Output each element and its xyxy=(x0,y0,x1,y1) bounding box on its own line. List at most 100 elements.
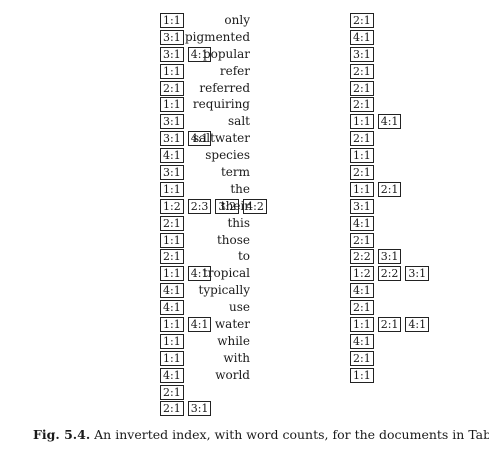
postings-list: 2:1 xyxy=(350,97,374,113)
posting-box: 4:1 xyxy=(187,131,212,147)
postings-list: 1:1 xyxy=(350,148,374,164)
postings-list: 3:1 4:1 xyxy=(160,46,212,62)
posting-box: 2:1 xyxy=(160,215,184,231)
posting-box: 2:1 xyxy=(160,249,184,265)
index-term: requiring xyxy=(192,97,250,112)
posting-box: 2:1 xyxy=(350,131,374,147)
postings-list: 4:1 xyxy=(160,148,184,164)
postings-list: 3:1 xyxy=(350,46,374,62)
posting-box: 3:1 xyxy=(377,249,402,265)
posting-box: 2:1 xyxy=(350,80,374,96)
posting-box: 4:1 xyxy=(377,114,402,130)
postings-list: 4:1 xyxy=(350,333,374,349)
figure-label: Fig. 5.4. xyxy=(33,427,91,442)
index-term: species xyxy=(205,148,250,163)
posting-box: 3:1 xyxy=(350,198,374,214)
index-term: popular xyxy=(202,46,250,61)
postings-list: 1:1 4:1 xyxy=(350,114,402,130)
postings-list: 1:1 xyxy=(160,181,184,197)
postings-list: 3:1 xyxy=(350,198,374,214)
posting-box: 1:1 xyxy=(350,317,374,333)
posting-box: 3:1 xyxy=(350,46,374,62)
posting-box: 1:1 xyxy=(160,317,184,333)
posting-box: 4:1 xyxy=(350,283,374,299)
posting-box: 2:1 xyxy=(350,63,374,79)
postings-list: 1:2 2:3 3:2 4:2 xyxy=(160,198,267,214)
posting-box: 2:1 xyxy=(160,384,184,400)
postings-list: 2:1 xyxy=(160,384,184,400)
posting-box: 3:1 xyxy=(160,29,184,45)
posting-box: 2:1 xyxy=(350,300,374,316)
postings-list: 1:1 4:1 xyxy=(160,317,212,333)
postings-list: 2:1 xyxy=(160,249,184,265)
index-term: use xyxy=(229,300,250,315)
posting-box: 1:1 xyxy=(160,232,184,248)
index-term: pigmented xyxy=(184,29,250,44)
postings-list: 1:1 xyxy=(160,333,184,349)
posting-box: 4:1 xyxy=(187,266,212,282)
posting-box: 2:2 xyxy=(350,249,374,265)
postings-list: 4:1 xyxy=(160,300,184,316)
postings-list: 4:1 xyxy=(350,283,374,299)
postings-list: 3:1 xyxy=(160,165,184,181)
index-term: world xyxy=(215,367,250,382)
posting-box: 3:1 xyxy=(160,114,184,130)
posting-box: 2:1 xyxy=(160,401,184,417)
figure-caption: Fig. 5.4. An inverted index, with word c… xyxy=(33,427,489,442)
posting-box: 1:1 xyxy=(160,13,184,28)
posting-box: 4:1 xyxy=(187,317,212,333)
postings-list: 2:1 xyxy=(160,215,184,231)
index-term: saltwater xyxy=(192,131,250,146)
posting-box: 2:1 xyxy=(377,181,402,197)
postings-list: 3:1 4:1 xyxy=(160,131,212,147)
postings-list: 2:1 xyxy=(350,232,374,248)
postings-list: 4:1 xyxy=(160,367,184,383)
posting-box: 2:3 xyxy=(187,198,212,214)
posting-box: 4:1 xyxy=(405,317,430,333)
posting-box: 4:1 xyxy=(350,29,374,45)
postings-list: 2:1 xyxy=(350,350,374,366)
posting-box: 3:1 xyxy=(160,46,184,62)
posting-box: 1:1 xyxy=(160,266,184,282)
postings-list: 1:1 2:1 xyxy=(350,181,402,197)
postings-list: 1:1 xyxy=(160,350,184,366)
posting-box: 1:2 xyxy=(350,266,374,282)
postings-list: 2:1 xyxy=(350,63,374,79)
index-term: this xyxy=(227,215,250,230)
posting-box: 2:1 xyxy=(350,13,374,28)
posting-box: 2:1 xyxy=(377,317,402,333)
index-term: term xyxy=(220,165,250,180)
index-term: those xyxy=(216,232,250,247)
index-term: refer xyxy=(219,63,250,78)
posting-box: 1:1 xyxy=(350,181,374,197)
posting-box: 3:2 xyxy=(215,198,240,214)
postings-list: 1:1 xyxy=(350,367,374,383)
postings-list: 1:1 xyxy=(160,232,184,248)
posting-box: 4:1 xyxy=(187,46,212,62)
posting-box: 3:1 xyxy=(160,131,184,147)
index-term: the xyxy=(230,181,250,196)
posting-box: 1:1 xyxy=(160,97,184,113)
postings-list: 2:1 xyxy=(350,300,374,316)
index-term: with xyxy=(223,350,250,365)
posting-box: 3:1 xyxy=(187,401,212,417)
posting-box: 2:1 xyxy=(160,80,184,96)
posting-box: 2:1 xyxy=(350,350,374,366)
posting-box: 1:1 xyxy=(160,63,184,79)
postings-list: 1:1 2:1 4:1 xyxy=(350,317,430,333)
posting-box: 1:1 xyxy=(350,114,374,130)
index-term: their xyxy=(220,198,250,213)
postings-list: 2:1 xyxy=(350,165,374,181)
posting-box: 4:1 xyxy=(350,215,374,231)
posting-box: 1:1 xyxy=(350,367,374,383)
posting-box: 1:1 xyxy=(160,181,184,197)
index-term: typically xyxy=(198,283,250,298)
posting-box: 4:1 xyxy=(160,283,184,299)
postings-list: 4:1 xyxy=(160,283,184,299)
posting-box: 3:1 xyxy=(160,165,184,181)
index-term: to xyxy=(237,249,250,264)
postings-list: 3:1 xyxy=(160,29,184,45)
posting-box: 1:1 xyxy=(350,148,374,164)
postings-list: 1:1 xyxy=(160,97,184,113)
posting-box: 2:1 xyxy=(350,232,374,248)
